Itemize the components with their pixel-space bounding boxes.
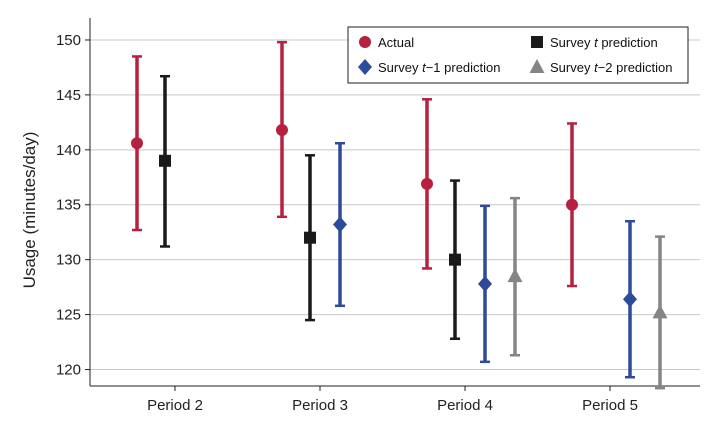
series-diamond [333,141,637,379]
legend-label: Actual [378,35,414,50]
series-triangle [507,196,668,390]
legend-marker-circle [359,36,371,48]
data-point-diamond [333,216,347,233]
series-square [159,74,461,341]
y-tick-label: 135 [56,197,81,214]
data-point-square [159,154,171,167]
x-ticks: Period 2 Period 3 Period 4 Period 5 [147,386,638,414]
legend-label: Survey t prediction [550,35,658,50]
data-point-square [449,253,461,266]
y-tick-label: 140 [56,142,81,159]
series-circle [131,40,578,288]
y-tick-label: 125 [56,307,81,324]
data-point-triangle [507,268,523,283]
legend-marker-square [531,36,543,48]
y-tick-label: 145 [56,87,81,104]
grid-lines [90,39,700,371]
x-tick-label: Period 4 [437,397,493,414]
data-point-circle [566,198,578,211]
legend-label: Survey t−2 prediction [550,60,673,75]
x-tick-label: Period 5 [582,397,638,414]
axes [89,18,700,387]
y-tick-label: 120 [56,362,81,379]
data-point-square [304,231,316,244]
y-tick-label: 150 [56,32,81,49]
data-point-circle [276,124,288,137]
data-point-circle [131,137,143,150]
data-series [131,40,668,390]
legend-box [347,26,689,84]
data-point-diamond [478,275,492,292]
legend-marker-diamond [358,59,372,75]
legend: Actual Survey t prediction Survey t−1 pred… [347,26,689,84]
data-point-circle [421,177,433,190]
y-tick-label: 130 [56,252,81,269]
data-point-diamond [623,291,637,308]
x-tick-label: Period 2 [147,397,203,414]
legend-marker-triangle [529,59,545,73]
x-tick-label: Period 3 [292,397,348,414]
data-point-triangle [652,304,668,319]
y-axis-title: Usage (minutes/day) [20,132,39,289]
y-ticks: 120 125 130 135 140 145 150 [56,32,90,379]
legend-label: Survey t−1 prediction [378,60,501,75]
